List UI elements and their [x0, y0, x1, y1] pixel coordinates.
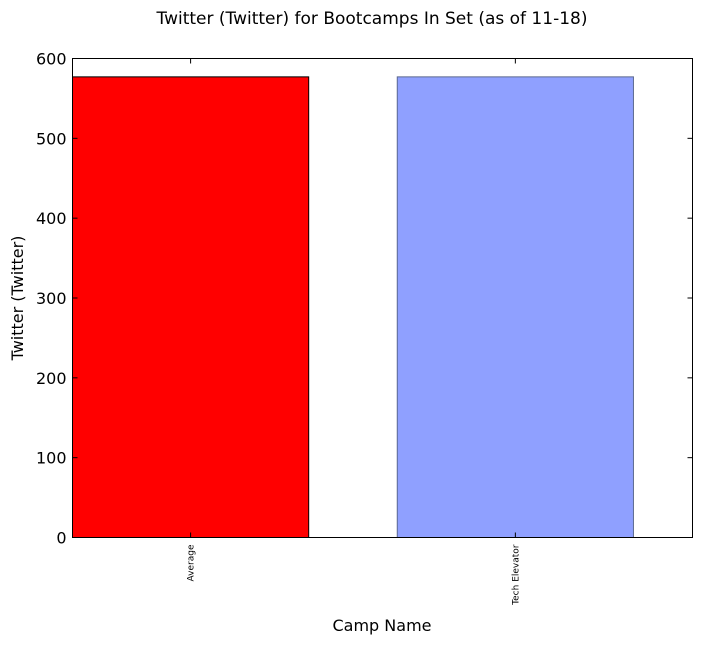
y-axis-label: Twitter (Twitter): [8, 236, 27, 362]
x-tick-label: Tech Elevator: [511, 544, 521, 606]
x-tick-label: Average: [187, 544, 197, 581]
y-tick-label: 100: [36, 449, 67, 468]
plot-frame: [72, 58, 693, 538]
y-tick-label: 400: [36, 209, 67, 228]
bar-tech-elevator: [396, 76, 634, 538]
y-tick-label: 600: [36, 50, 67, 69]
y-axis-ticks: 0 100 200 300 400 500 600: [36, 50, 693, 548]
x-axis-ticks: Average Tech Elevator: [187, 58, 521, 606]
y-tick-label: 300: [36, 289, 67, 308]
bars-group: [72, 76, 634, 538]
x-axis-label: Camp Name: [332, 616, 431, 635]
y-tick-label: 200: [36, 369, 67, 388]
y-tick-label: 0: [56, 529, 66, 548]
chart-title: Twitter (Twitter) for Bootcamps In Set (…: [156, 9, 588, 29]
bar-average: [72, 76, 310, 538]
y-tick-label: 500: [36, 129, 67, 148]
